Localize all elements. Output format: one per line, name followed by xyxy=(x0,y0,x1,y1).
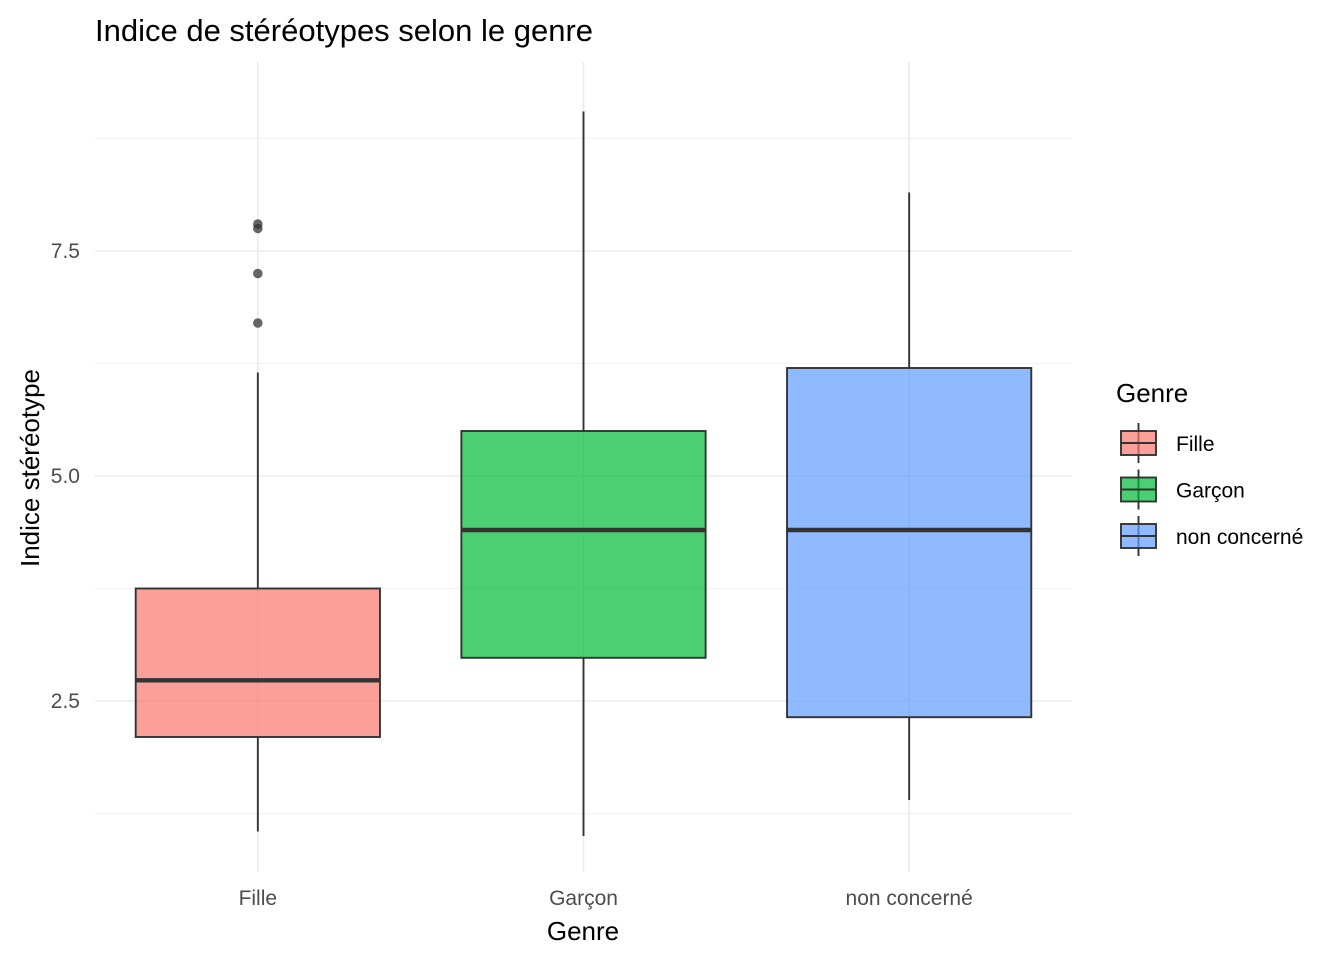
x-tick-labels: Fille Garçon non concerné xyxy=(239,887,973,910)
legend-title: Genre xyxy=(1116,378,1188,408)
legend-item: Fille xyxy=(1120,423,1215,463)
x-axis-title: Genre xyxy=(547,916,619,946)
y-tick-labels: 2.5 5.0 7.5 xyxy=(51,240,80,713)
x-tick-label: Garçon xyxy=(549,887,618,910)
box-2 xyxy=(460,111,707,836)
box-3 xyxy=(786,192,1033,800)
y-tick-label: 5.0 xyxy=(51,465,80,488)
outlier-point xyxy=(253,268,263,279)
box-iqr xyxy=(786,367,1033,719)
box-1 xyxy=(134,219,381,832)
box-iqr xyxy=(460,430,707,659)
legend-item: Garçon xyxy=(1120,469,1245,510)
box-iqr xyxy=(134,587,381,738)
outlier-point xyxy=(253,219,263,229)
box-group xyxy=(134,111,1033,836)
legend-item: non concerné xyxy=(1120,516,1303,556)
legend-label: Fille xyxy=(1176,433,1215,456)
y-tick-label: 2.5 xyxy=(51,690,80,713)
x-tick-label: Fille xyxy=(239,887,278,910)
chart-title: Indice de stéréotypes selon le genre xyxy=(95,13,593,48)
outlier-point xyxy=(253,318,263,328)
legend-label: Garçon xyxy=(1176,480,1245,503)
legend-label: non concerné xyxy=(1176,526,1303,549)
x-tick-label: non concerné xyxy=(846,887,973,910)
y-tick-label: 7.5 xyxy=(51,240,80,263)
y-axis-title: Indice stéréotype xyxy=(15,369,45,567)
legend: Genre Fille Garçon non concerné xyxy=(1116,378,1303,556)
